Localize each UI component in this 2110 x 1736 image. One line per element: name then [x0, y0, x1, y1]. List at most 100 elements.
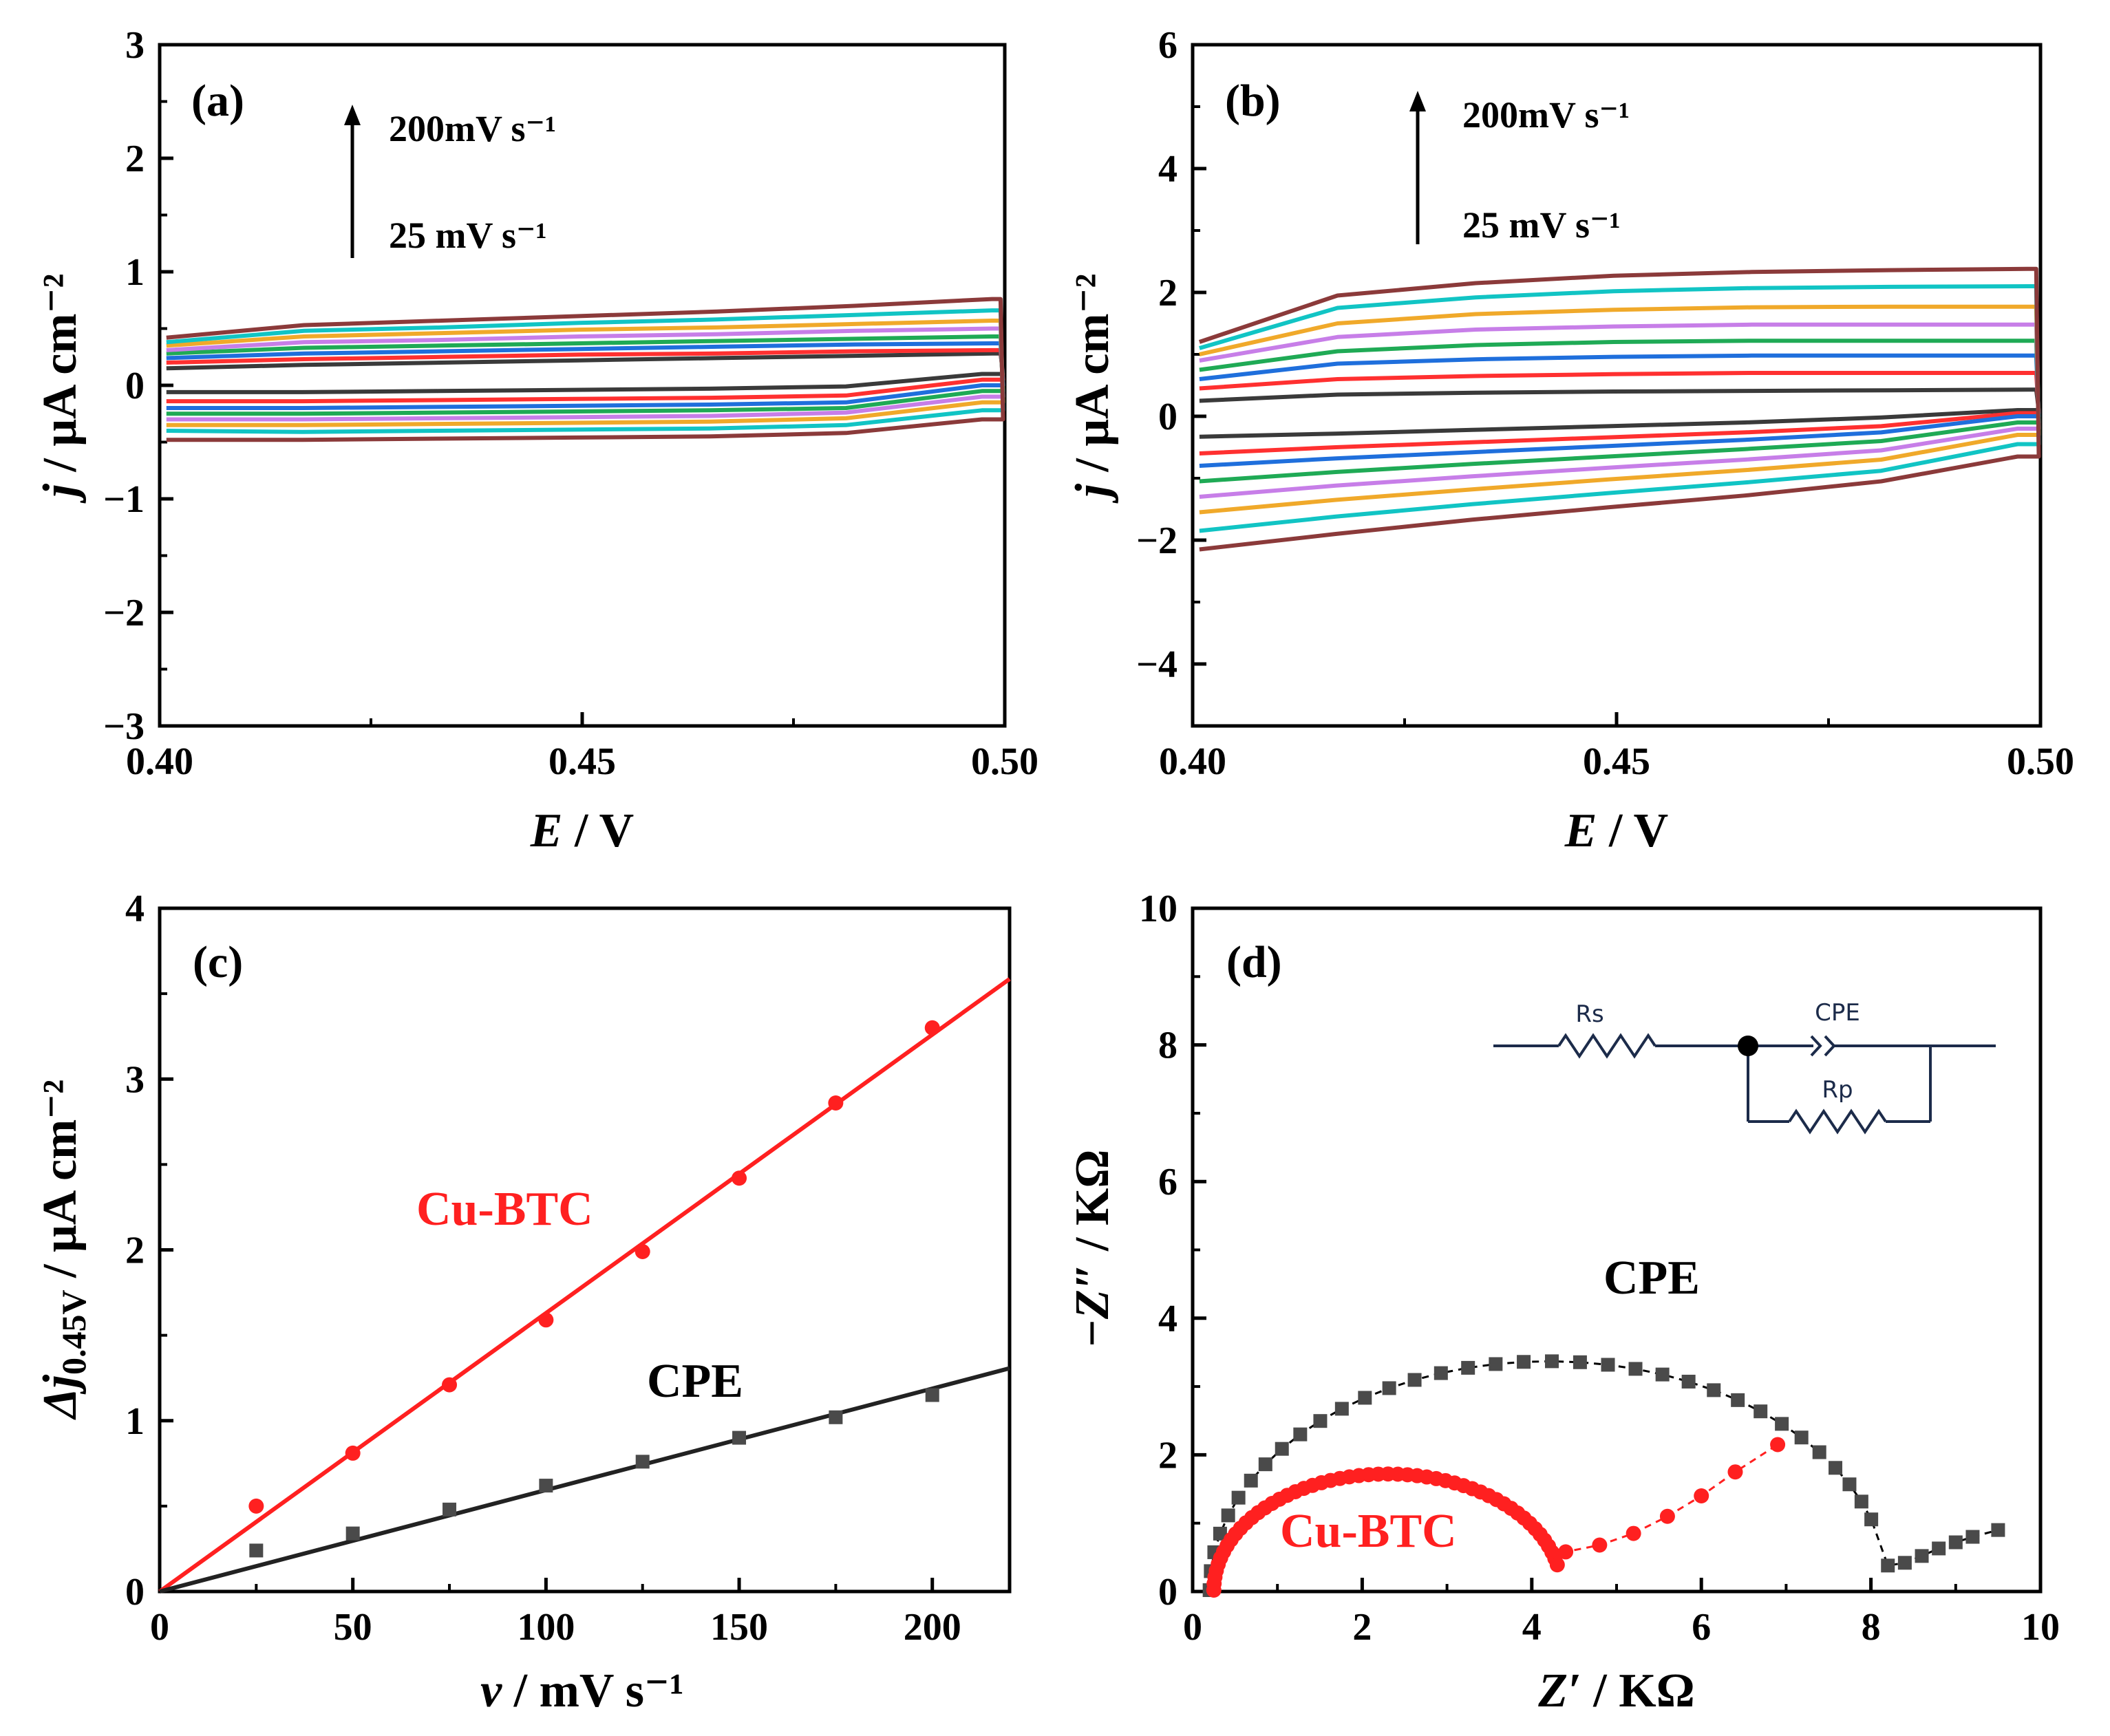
y-tick-label: 6 [1158, 1161, 1177, 1203]
data-point [1358, 1391, 1372, 1405]
data-point [1573, 1355, 1587, 1369]
y-axis-label-a: j / μA cm⁻² [34, 273, 87, 504]
data-point [1897, 1556, 1912, 1570]
y-tick-label: 0 [125, 365, 145, 407]
data-point [1275, 1442, 1289, 1456]
data-point [635, 1455, 650, 1469]
circuit-label-rp: Rp [1822, 1076, 1853, 1104]
data-point [1812, 1445, 1826, 1459]
x-tick-label: 200 [904, 1606, 961, 1649]
y-tick-label: 2 [125, 1230, 145, 1272]
y-tick-label: 0 [125, 1571, 145, 1614]
x-axis-label-b: E / V [1564, 804, 1668, 857]
x-tick-label: 0.50 [2007, 740, 2074, 783]
x-tick-label: 0 [150, 1606, 169, 1649]
panel-b: 0.40 0.45 0.50 −4 −2 0 2 4 6 (b) 200mV s⁻¹ 25 mV… [1066, 24, 2074, 857]
y-tick-label: 4 [1158, 148, 1177, 191]
data-point [1707, 1383, 1721, 1397]
y-tick-label: 4 [125, 888, 145, 930]
plot-frame-c [158, 906, 1012, 1594]
data-point [732, 1430, 747, 1445]
data-point [1407, 1373, 1422, 1387]
data-point [443, 1502, 457, 1517]
data-point [1794, 1430, 1809, 1445]
arrow-head-icon [344, 105, 361, 125]
data-point [1558, 1544, 1574, 1560]
arrow-head-icon [1409, 91, 1426, 111]
y-axis-label-b: j / μA cm⁻² [1066, 273, 1119, 504]
equivalent-circuit [1493, 1033, 1996, 1135]
data-point [249, 1543, 264, 1558]
x-tick-label: 4 [1522, 1606, 1542, 1649]
data-point [1601, 1358, 1615, 1372]
rate-top-a: 200mV s⁻¹ [389, 108, 556, 149]
x-axis-label-c: v / mV s⁻¹ [480, 1664, 684, 1717]
data-point [1842, 1477, 1857, 1492]
data-point [1965, 1530, 1980, 1544]
data-point [1932, 1541, 1946, 1556]
panel-label-d: (d) [1226, 937, 1282, 987]
y-tick-label: 3 [125, 1058, 145, 1101]
circuit-label-cpe: CPE [1815, 999, 1860, 1027]
data-point [248, 1498, 264, 1514]
series-label-cu-btc: Cu-BTC [416, 1183, 593, 1236]
y-tick-label: 2 [1158, 1434, 1177, 1477]
panel-a: 0.40 0.45 0.50 −3 −2 −1 0 1 2 3 (a) 200mV s⁻¹ 25 … [34, 24, 1038, 857]
data-point [1948, 1535, 1963, 1550]
y-tick-label: 1 [125, 251, 145, 294]
fit-line [159, 1366, 1010, 1594]
cv-curve [1198, 266, 2041, 552]
x-tick-label: 100 [517, 1606, 575, 1649]
data-point [345, 1526, 360, 1541]
data-point [635, 1243, 650, 1259]
data-point [1313, 1414, 1328, 1428]
data-point [1489, 1357, 1503, 1371]
data-point [1864, 1512, 1879, 1527]
resistor-rp-icon [1788, 1108, 1887, 1135]
data-point [1334, 1402, 1349, 1416]
data-point [829, 1410, 843, 1424]
data-point [732, 1170, 747, 1186]
y-tick-label: 4 [1158, 1298, 1177, 1340]
data-point [1659, 1508, 1675, 1524]
circuit-node-icon [1738, 1036, 1758, 1056]
y-tick-label: 6 [1158, 24, 1177, 67]
y-tick-label: −2 [1136, 519, 1177, 562]
panel-c: 0 50 100 150 200 0 1 2 3 4 (c) Cu-BTC CPE v / mV … [34, 888, 1012, 1717]
data-point [1628, 1362, 1643, 1376]
y-tick-label: −2 [103, 592, 145, 634]
data-point [1258, 1457, 1272, 1472]
x-tick-label: 8 [1862, 1606, 1881, 1649]
y-axis-label-d: −Z″ / KΩ [1066, 1150, 1119, 1349]
y-axis-label-c: Δj0.45V / μA cm⁻² [34, 1080, 93, 1421]
rate-bottom-b: 25 mV s⁻¹ [1462, 204, 1621, 246]
data-point [1434, 1366, 1448, 1380]
y-tick-label: 0 [1158, 1571, 1177, 1614]
circuit-label-rs: Rs [1575, 1000, 1603, 1028]
x-tick-label: 0.45 [1583, 740, 1650, 783]
data-point [1770, 1437, 1786, 1453]
data-point [1731, 1393, 1745, 1407]
data-point [1694, 1488, 1709, 1503]
data-point [1549, 1557, 1565, 1573]
data-point [1727, 1464, 1743, 1480]
data-point [924, 1020, 940, 1036]
series-label-cpe: CPE [647, 1355, 743, 1408]
data-point [1213, 1526, 1227, 1541]
data-point [1829, 1461, 1843, 1475]
y-tick-label: 8 [1158, 1025, 1177, 1067]
cv-curve [166, 297, 1005, 442]
x-tick-label: 0.45 [548, 740, 616, 783]
x-tick-label: 2 [1352, 1606, 1372, 1649]
data-point [442, 1377, 458, 1393]
data-point [1991, 1523, 2005, 1537]
y-tick-label: 10 [1139, 888, 1177, 930]
data-point [539, 1479, 553, 1493]
x-tick-label: 0.40 [126, 740, 193, 783]
y-tick-label: −1 [103, 478, 145, 521]
data-point [1626, 1525, 1641, 1541]
data-point [1517, 1355, 1531, 1369]
x-tick-label: 0.40 [1159, 740, 1226, 783]
y-tick-label: −4 [1136, 643, 1177, 686]
